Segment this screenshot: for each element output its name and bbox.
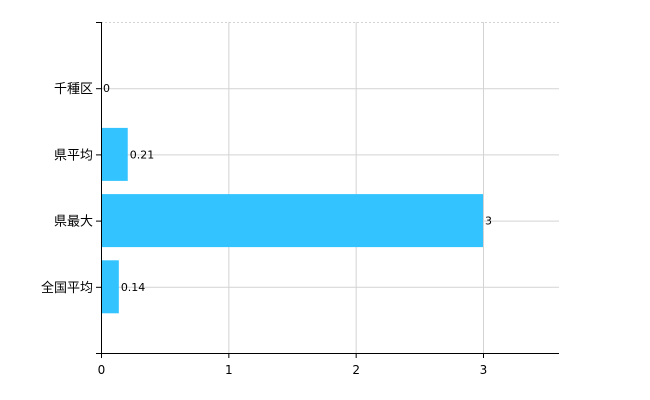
- category-label: 県平均: [54, 148, 93, 163]
- bar-全国平均: [101, 260, 119, 314]
- x-tick-label: 3: [480, 363, 488, 377]
- x-tick-label: 1: [225, 363, 233, 377]
- data-label: 3: [485, 215, 492, 228]
- bar-県平均: [101, 127, 128, 181]
- x-tick-label: 0: [98, 363, 106, 377]
- data-label: 0: [103, 82, 110, 95]
- category-label: 県最大: [54, 215, 93, 230]
- data-label: 0.14: [121, 281, 145, 294]
- x-tick-label: 2: [352, 363, 360, 377]
- category-label: 千種区: [54, 81, 93, 97]
- bar-県最大: [101, 194, 483, 248]
- category-label: 全国平均: [41, 280, 93, 296]
- data-label: 0.21: [130, 148, 155, 161]
